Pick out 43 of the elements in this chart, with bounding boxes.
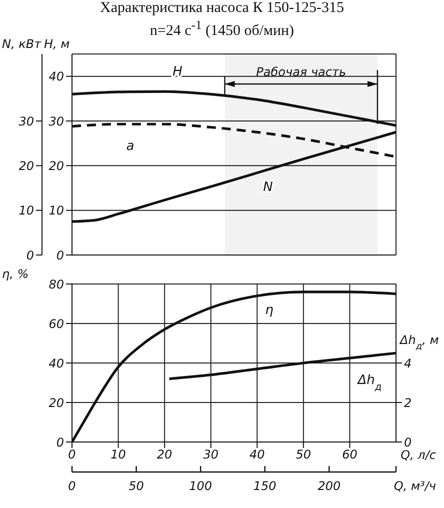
x-tick-label: 40 [250, 448, 266, 462]
y2-axis-title: Δh$_{д}$, м [399, 333, 439, 352]
chart-title: Характеристика насоса К 150-125-315 [99, 0, 345, 17]
series-label: H [172, 64, 183, 80]
chart-subtitle: n=24 с$^{-1}$ (1450 об/мин) [150, 18, 294, 39]
x-axis-title: Q, л/с [400, 448, 436, 462]
series-label: N [263, 180, 274, 195]
x-tick-label: 60 [342, 448, 358, 462]
y-tick-label: 10 [48, 204, 64, 218]
y-tick-label: 0 [56, 435, 64, 450]
y-tick-label: 80 [48, 277, 64, 292]
x-tick-label: 10 [110, 448, 126, 462]
y-tick-label: 20 [48, 158, 64, 173]
series-label: a [126, 139, 134, 154]
y-tick-label: 0 [56, 248, 64, 262]
x2-tick-label: 0 [68, 479, 76, 493]
y2-tick-label: 20 [18, 158, 34, 173]
x2-tick-label: 50 [128, 479, 144, 493]
y2-tick-label: 10 [18, 204, 34, 218]
y-axis-title: η, % [2, 267, 29, 281]
y-tick-label: 40 [48, 356, 64, 370]
y-tick-label: 30 [48, 114, 64, 128]
x2-axis-title: Q, м³/ч [394, 479, 436, 493]
x-tick-label: 20 [156, 448, 173, 462]
x2-tick-label: 150 [253, 479, 277, 493]
y2-tick-label: 30 [18, 114, 34, 128]
y2-tick-label: 0 [26, 248, 34, 262]
x2-tick-label: 200 [318, 479, 341, 493]
y-tick-label: 40 [48, 70, 64, 84]
y2-tick-label: 0 [404, 435, 412, 450]
y-tick-label: 60 [48, 316, 64, 331]
x2-tick-label: 100 [189, 479, 212, 493]
band-label: Рабочая часть [256, 65, 346, 79]
y2-tick-label: 2 [404, 396, 412, 410]
y2-axis-title: N, кВт [2, 37, 42, 51]
series-label: η [265, 302, 274, 318]
x-tick-label: 0 [68, 448, 76, 462]
y-tick-label: 20 [48, 396, 64, 410]
x-tick-label: 50 [296, 448, 312, 462]
x-tick-label: 30 [203, 448, 219, 462]
series-label: Δh$_{д}$ [356, 373, 382, 393]
y-axis-title: H, м [44, 37, 70, 51]
y2-tick-label: 4 [404, 356, 412, 370]
